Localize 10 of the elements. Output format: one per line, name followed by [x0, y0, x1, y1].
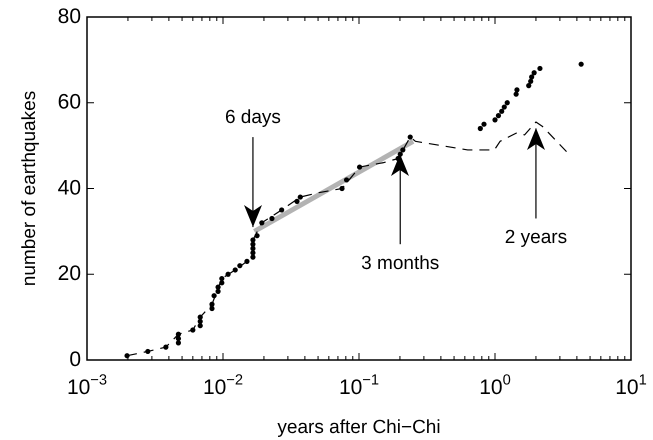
- y-tick-label: 0: [69, 348, 81, 371]
- x-axis-title: years after Chi−Chi: [277, 417, 441, 438]
- y-axis-title: number of earthquakes: [19, 90, 40, 286]
- y-tick-label: 60: [58, 90, 81, 114]
- y-tick-label: 40: [58, 176, 81, 200]
- y-tick-label: 80: [58, 4, 81, 28]
- annotation: 3 months: [361, 252, 440, 274]
- y-tick-label: 20: [58, 262, 81, 286]
- annotation: 6 days: [224, 106, 281, 128]
- annotation: 2 years: [504, 227, 568, 248]
